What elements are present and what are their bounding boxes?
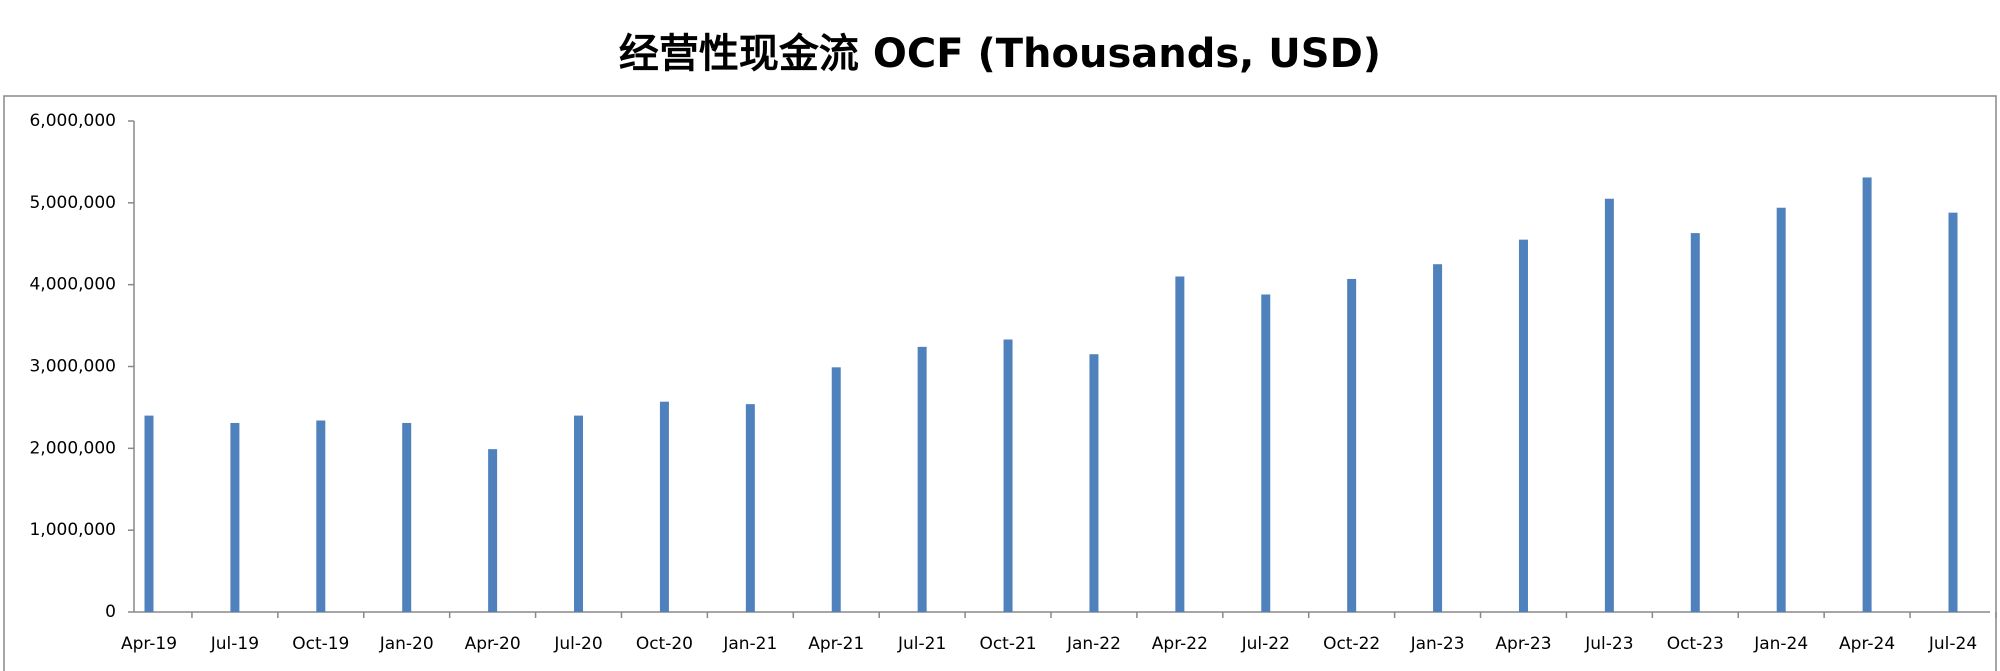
chart-title: 经营性现金流 OCF (Thousands, USD) <box>619 31 1381 77</box>
y-tick-label: 2,000,000 <box>29 438 116 458</box>
bar <box>144 415 154 612</box>
bar <box>1862 177 1872 612</box>
x-tick-label: Oct-23 <box>1667 634 1724 654</box>
y-tick-label: 3,000,000 <box>29 357 116 377</box>
x-tick-label: Jan-23 <box>1410 634 1465 654</box>
x-tick-label: Jan-22 <box>1066 634 1121 654</box>
bar <box>1089 354 1099 612</box>
bar <box>1948 212 1958 613</box>
x-tick-label: Jul-21 <box>897 634 946 654</box>
x-tick-label: Jan-24 <box>1753 634 1808 654</box>
x-tick-label: Oct-22 <box>1323 634 1380 654</box>
bar <box>1518 239 1528 613</box>
bar <box>1003 339 1013 612</box>
bar <box>402 422 412 612</box>
bar <box>316 420 326 612</box>
bar <box>831 367 841 612</box>
x-tick-label: Apr-23 <box>1495 634 1551 654</box>
bar <box>1604 198 1614 612</box>
bar <box>659 401 669 612</box>
x-tick-label: Oct-20 <box>636 634 693 654</box>
y-tick-label: 6,000,000 <box>29 111 116 131</box>
bar <box>1175 276 1185 612</box>
x-tick-label: Oct-19 <box>292 634 349 654</box>
bar <box>230 422 240 612</box>
y-tick-label: 1,000,000 <box>29 520 116 540</box>
x-tick-label: Oct-21 <box>979 634 1036 654</box>
bar <box>745 404 755 612</box>
bar <box>1776 207 1786 612</box>
x-tick-label: Jul-24 <box>1928 634 1977 654</box>
bar <box>1433 264 1443 612</box>
bar <box>1690 233 1700 612</box>
y-tick-label: 0 <box>105 602 116 622</box>
x-tick-label: Jul-22 <box>1241 634 1290 654</box>
bar <box>488 449 498 612</box>
y-tick-label: 4,000,000 <box>29 275 116 295</box>
bar <box>1261 294 1271 612</box>
x-tick-label: Jan-21 <box>722 634 777 654</box>
x-tick-label: Jan-20 <box>379 634 434 654</box>
y-tick-label: 5,000,000 <box>29 193 116 213</box>
x-tick-label: Jul-20 <box>553 634 602 654</box>
x-tick-label: Apr-24 <box>1839 634 1895 654</box>
x-tick-label: Apr-20 <box>465 634 521 654</box>
bar <box>917 346 927 612</box>
chart-frame <box>3 95 1997 671</box>
x-tick-label: Jul-23 <box>1584 634 1633 654</box>
x-tick-label: Apr-22 <box>1152 634 1208 654</box>
x-tick-label: Apr-19 <box>121 634 177 654</box>
x-tick-label: Jul-19 <box>210 634 259 654</box>
bar <box>1347 278 1357 612</box>
x-tick-label: Apr-21 <box>808 634 864 654</box>
bar <box>574 415 584 612</box>
